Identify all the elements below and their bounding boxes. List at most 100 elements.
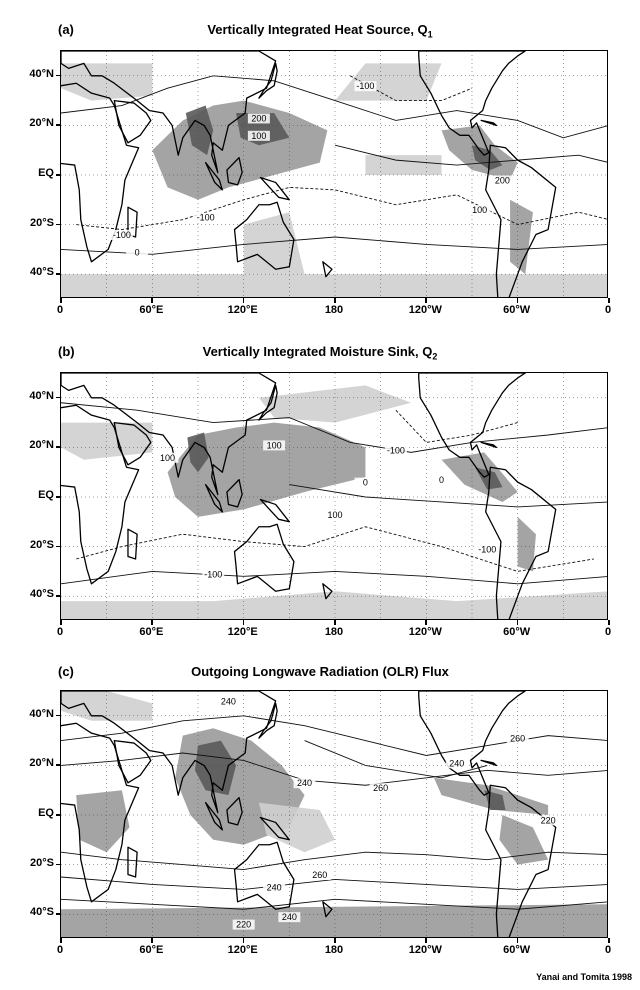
coastline-samerica [485, 466, 557, 619]
contour-label: 200 [495, 175, 510, 185]
lat-tick-mark [56, 595, 61, 597]
lat-tick-mark [56, 223, 61, 226]
contour-label: 260 [312, 870, 327, 880]
lon-tick-label: 60°W [503, 304, 531, 316]
contour-label-bg [126, 247, 149, 258]
lon-tick-mark [425, 938, 427, 943]
shaded-region [258, 385, 412, 423]
contour-label: -100 [197, 213, 215, 223]
lat-tick-label: 40°N [29, 67, 54, 80]
lat-tick-mark [56, 174, 61, 176]
map-svg: -100 -100 -100 200 200 100 100 0 [61, 51, 607, 297]
lon-tick-mark [425, 620, 427, 625]
contour-label-bg [324, 509, 346, 520]
contour-label: 220 [541, 815, 556, 825]
contour-label: 100 [267, 440, 282, 450]
lat-tick-mark [56, 714, 61, 717]
lat-tick-label: EQ [38, 167, 54, 179]
coastline-nz [322, 901, 333, 918]
contour-label-bg [384, 445, 407, 456]
coastline-japan [258, 384, 278, 421]
contour-label: 260 [510, 734, 525, 744]
contour-label: -100 [113, 230, 131, 240]
shaded-region [61, 274, 607, 297]
panel-title-text: Vertically Integrated Heat Source, Q [207, 22, 428, 37]
panel-title: Vertically Integrated Heat Source, Q1 [0, 22, 640, 40]
lon-tick-label: 180 [324, 944, 344, 956]
coastline-samerica [485, 144, 557, 297]
lon-tick-label: 180 [324, 304, 344, 316]
shaded-region [61, 691, 153, 721]
map-background [61, 691, 607, 937]
contour-line [334, 144, 607, 166]
coastline-sumatra [204, 483, 224, 513]
shaded-region [61, 591, 607, 619]
contour-label-bg [293, 778, 316, 789]
lat-tick-label: EQ [38, 489, 54, 501]
contour-labels: -100 -100 -100 200 200 100 100 0 [110, 81, 514, 258]
contour-label: 240 [297, 778, 312, 788]
coastline-namerica [418, 691, 526, 796]
contour-line [61, 402, 607, 453]
contour-label: -100 [387, 445, 405, 455]
contour-negative [395, 409, 518, 443]
shaded-region [335, 63, 442, 101]
coastline-eurasia [61, 691, 277, 814]
coastline-borneo [226, 796, 243, 826]
coastline-arabia [113, 421, 152, 466]
coastline-newguinea [259, 498, 290, 523]
contour-label: 260 [373, 783, 388, 793]
contour-label-bg [369, 783, 392, 794]
lon-tick-mark [425, 298, 427, 303]
lon-tick-label: 0 [56, 944, 64, 956]
lon-tick-mark [60, 620, 62, 625]
lat-tick-mark [56, 124, 61, 126]
coastline-australia [233, 201, 295, 270]
contour-labels: -100 -100 -100 100 100 100 0 0 [156, 440, 499, 580]
lat-tick-label: 40°S [30, 266, 54, 279]
lon-tick-mark [151, 938, 153, 943]
lat-tick-label: 20°S [30, 856, 54, 869]
contour-negative [76, 526, 594, 572]
panel-letter: (c) [58, 664, 74, 679]
coastline-layer [61, 691, 557, 937]
coastline-cuba [480, 441, 498, 449]
contour-label: 100 [251, 131, 266, 141]
contour-label-bg [247, 130, 270, 141]
lat-tick-mark [56, 273, 61, 275]
contour-label-bg [476, 544, 499, 555]
lon-tick-label: 120°E [227, 304, 258, 316]
lat-tick-label: 40°S [30, 588, 54, 601]
contour-label: 200 [251, 113, 266, 123]
lat-tick-mark [56, 913, 61, 915]
map-frame: -100 -100 -100 100 100 100 0 0 [60, 372, 608, 620]
shaded-region [499, 815, 549, 865]
coastline-africa [61, 404, 140, 585]
lat-tick-mark [56, 545, 61, 548]
lon-tick-label: 60°E [139, 944, 164, 956]
coastline-nz [322, 583, 333, 600]
panel-letter: (b) [58, 344, 75, 359]
shaded-region [194, 740, 237, 796]
lon-tick-mark [516, 298, 519, 303]
lon-tick-label: 0 [604, 944, 612, 956]
lat-tick-label: 40°N [29, 707, 54, 720]
contour-label: 0 [439, 475, 444, 485]
panel-title: Outgoing Longwave Radiation (OLR) Flux [0, 664, 640, 682]
map-svg: 240 240 240 240 260 260 220 260 240 220 [61, 691, 607, 937]
contour-negative [76, 186, 607, 231]
map-frame: -100 -100 -100 200 200 100 100 0 [60, 50, 608, 298]
coastline-namerica [418, 51, 526, 156]
contour-label-bg [194, 212, 217, 223]
lat-tick-label: 20°N [29, 117, 54, 130]
coastline-layer [61, 51, 557, 297]
lat-tick-mark [56, 396, 61, 399]
shaded-region [441, 452, 518, 502]
coastline-namerica [418, 373, 526, 478]
lat-tick-label: 40°S [30, 906, 54, 919]
coastline-newguinea [259, 176, 290, 201]
contour-label: 240 [221, 696, 236, 706]
lon-tick-mark [60, 938, 62, 943]
lon-tick-mark [608, 298, 610, 303]
lon-tick-label: 0 [604, 304, 612, 316]
